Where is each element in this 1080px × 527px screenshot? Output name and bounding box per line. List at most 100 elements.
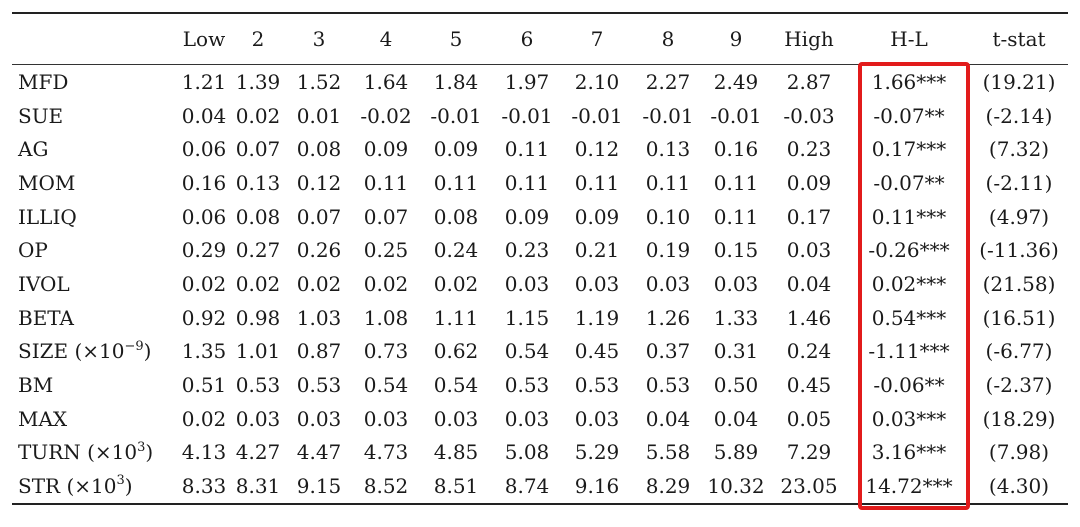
table-row: TURN (×103) 4.13 4.27 4.47 4.73 4.85 5.08 5.29 5…: [12, 436, 1068, 470]
table-cell: 7.29: [786, 440, 832, 465]
row-label-tail: ): [143, 339, 152, 364]
table-cell: 1.35: [181, 339, 227, 364]
header-cell-corner: [12, 14, 176, 64]
table-cell: 0.03: [574, 406, 620, 431]
table-cell: 0.10: [645, 204, 691, 229]
table-cell: 0.03: [645, 271, 691, 296]
header-cell-low: Low: [182, 27, 226, 51]
row-label-tail: ): [145, 440, 154, 465]
row-label-text: ILLIQ: [18, 204, 77, 229]
table-cell: 0.12: [574, 137, 620, 162]
table-cell: 0.07: [235, 137, 281, 162]
table-cell: 0.03: [296, 406, 342, 431]
table-cell: 0.45: [786, 373, 832, 398]
table-cell: 0.06: [181, 137, 227, 162]
header-cell-9: 9: [729, 27, 743, 51]
table-cell: 8.33: [181, 474, 227, 499]
table-row: SUE 0.04 0.02 0.01 -0.02 -0.01 -0.01 -0.01 -0.01…: [12, 99, 1068, 133]
header-cell-high: High: [784, 27, 834, 51]
table-cell: 0.03: [363, 406, 409, 431]
row-label-text: TURN (×10: [18, 440, 138, 465]
results-table-container: Low 2 3 4 5 6 7 8 9 High H-L t-stat MFD 1…: [12, 12, 1068, 505]
table-cell: (7.98): [988, 440, 1050, 465]
table-cell: 1.39: [235, 69, 281, 94]
table-cell: 0.04: [713, 406, 759, 431]
table-cell: 0.09: [786, 170, 832, 195]
table-cell: 0.15: [713, 238, 759, 263]
row-label-text: MAX: [18, 406, 68, 431]
table-cell: 1.26: [645, 305, 691, 330]
table-row: BETA 0.92 0.98 1.03 1.08 1.11 1.15 1.19 1.26 1.33…: [12, 301, 1068, 335]
table-cell: -0.01: [642, 103, 694, 128]
table-cell: 0.26: [296, 238, 342, 263]
row-label: MOM: [12, 166, 176, 200]
row-label: BETA: [12, 301, 176, 335]
row-label: ILLIQ: [12, 200, 176, 234]
table-cell: (-2.14): [985, 103, 1053, 128]
table-cell: 1.46: [786, 305, 832, 330]
table-cell: 0.12: [296, 170, 342, 195]
table-cell: 0.11: [433, 170, 479, 195]
table-cell: -0.01: [571, 103, 623, 128]
table-row: IVOL 0.02 0.02 0.02 0.02 0.02 0.03 0.03 0.03 0.03…: [12, 267, 1068, 301]
table-cell: 0.53: [574, 373, 620, 398]
header-cell-h-l: H-L: [890, 27, 928, 51]
table-cell: 0.09: [504, 204, 550, 229]
row-label: AG: [12, 132, 176, 166]
table-cell: 8.51: [433, 474, 479, 499]
table-cell: 0.11: [574, 170, 620, 195]
table-cell: 0.03: [713, 271, 759, 296]
table-row: STR (×103) 8.33 8.31 9.15 8.52 8.51 8.74 9.16 8.…: [12, 469, 1068, 503]
table-cell: 1.21: [181, 69, 227, 94]
table-cell: -0.01: [430, 103, 482, 128]
row-label: STR (×103): [12, 469, 176, 503]
table-cell: 3.16***: [871, 440, 947, 465]
table-cell: 8.31: [235, 474, 281, 499]
table-cell: 0.11: [363, 170, 409, 195]
header-cell-t-stat: t-stat: [992, 27, 1046, 51]
table-cell: 0.54: [433, 373, 479, 398]
table-cell: 0.24: [786, 339, 832, 364]
table-cell: 1.01: [235, 339, 281, 364]
table-cell: 0.08: [296, 137, 342, 162]
table-cell: (-2.37): [985, 373, 1053, 398]
table-cell: 0.16: [713, 137, 759, 162]
row-label: BM: [12, 368, 176, 402]
table-row: MFD 1.21 1.39 1.52 1.64 1.84 1.97 2.10 2.27 2.49 2…: [12, 65, 1068, 99]
table-cell: 0.23: [786, 137, 832, 162]
table-cell: 1.15: [504, 305, 550, 330]
row-label: OP: [12, 233, 176, 267]
table-cell: -1.11***: [868, 339, 950, 364]
row-label: MFD: [12, 65, 176, 99]
table-cell: 0.02: [181, 271, 227, 296]
table-cell: 8.29: [645, 474, 691, 499]
table-cell: 0.11: [713, 204, 759, 229]
table-cell: 0.45: [574, 339, 620, 364]
table-cell: 0.11: [713, 170, 759, 195]
h-l-column-highlight-box: [858, 62, 970, 510]
table-cell: 0.09: [363, 137, 409, 162]
table-row: ILLIQ 0.06 0.08 0.07 0.07 0.08 0.09 0.09 0.10 0.1…: [12, 200, 1068, 234]
table-cell: 2.27: [645, 69, 691, 94]
table-cell: 0.87: [296, 339, 342, 364]
table-cell: 1.64: [363, 69, 409, 94]
table-cell: 2.87: [786, 69, 832, 94]
table-cell: 0.50: [713, 373, 759, 398]
bottom-rule: [12, 502, 1068, 505]
table-cell: 0.06: [181, 204, 227, 229]
table-cell: 0.54: [363, 373, 409, 398]
table-cell: 0.11: [645, 170, 691, 195]
table-cell: 0.23: [504, 238, 550, 263]
table-cell: 1.66***: [871, 69, 947, 94]
table-cell: 9.15: [296, 474, 342, 499]
table-cell: 0.92: [181, 305, 227, 330]
row-label-text: BETA: [18, 305, 74, 330]
row-label-text: AG: [18, 137, 49, 162]
table-cell: 0.04: [786, 271, 832, 296]
table-cell: 0.24: [433, 238, 479, 263]
table-cell: 2.10: [574, 69, 620, 94]
row-label: SUE: [12, 99, 176, 133]
table-cell: (-2.11): [985, 170, 1053, 195]
table-cell: 8.74: [504, 474, 550, 499]
row-label-tail: ): [124, 474, 133, 499]
